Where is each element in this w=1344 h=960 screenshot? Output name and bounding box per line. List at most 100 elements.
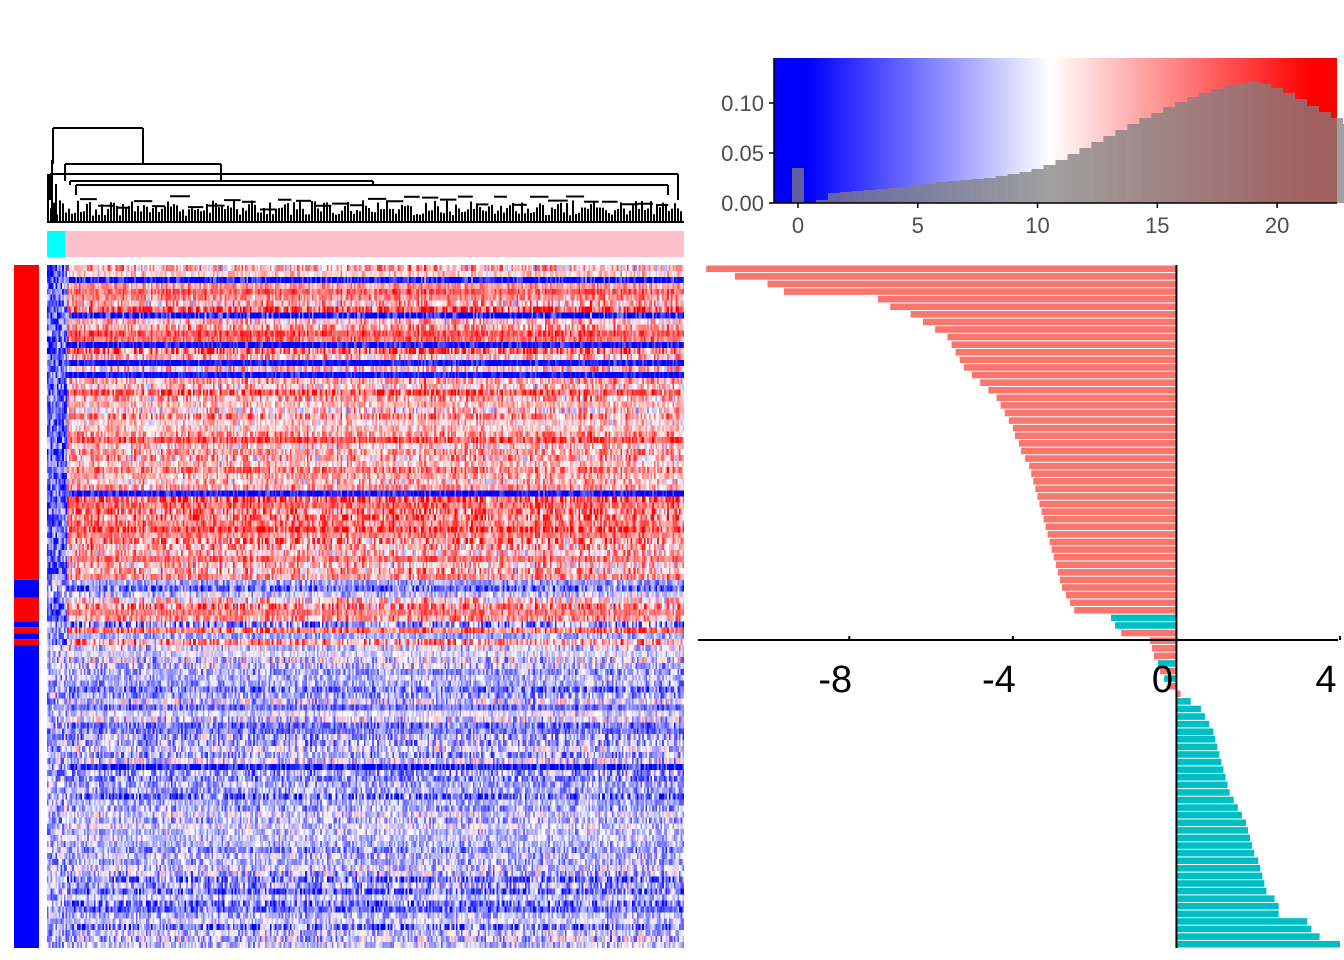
fold-change-bar [1031, 470, 1177, 477]
fold-change-bar [1176, 865, 1261, 872]
row-annotation-segment [14, 645, 39, 948]
fold-change-bar [1053, 553, 1177, 561]
histogram-bar [899, 187, 912, 203]
fold-change-bar [1176, 705, 1201, 713]
histogram-bar [827, 193, 840, 203]
histogram-bar [1211, 89, 1224, 203]
fold-change-bar [1176, 736, 1216, 743]
fold-change-bar [1004, 409, 1177, 417]
bar-chart-x-tick-label: -8 [818, 659, 852, 701]
fold-change-bar [1111, 614, 1177, 622]
fold-change-bar [1176, 895, 1275, 902]
color-key-histogram: 0 5 10 15 20 0.00 0.05 0.10 [721, 58, 1344, 238]
histogram-x-tick-label: 15 [1145, 213, 1169, 238]
fold-change-bar [1041, 508, 1177, 515]
fold-change-bar [1151, 644, 1177, 652]
row-annotation-bar [14, 265, 39, 948]
fold-change-bar [1176, 827, 1248, 834]
heatmap-cells [47, 265, 684, 948]
histogram-bar [1031, 169, 1044, 203]
fold-change-bar [1176, 720, 1210, 728]
histogram-bar [1139, 118, 1152, 203]
fold-change-bar [1176, 743, 1218, 751]
histogram-bar [1223, 86, 1236, 203]
fold-change-bar [1176, 880, 1265, 887]
fold-change-bar [1176, 902, 1279, 910]
fold-change-bar [1033, 477, 1177, 485]
fold-change-bar [1059, 576, 1177, 584]
histogram-bar [1283, 93, 1296, 203]
row-annotation-segment [14, 621, 39, 628]
fold-change-bar [877, 295, 1177, 303]
fold-change-bar [1176, 789, 1230, 796]
fold-change-bar [1045, 523, 1177, 531]
histogram-bar [1307, 106, 1320, 203]
fold-change-bar [947, 333, 1177, 341]
histogram-bar [911, 185, 924, 203]
histogram-bar [875, 189, 888, 203]
row-annotation-segment [14, 639, 39, 646]
fold-change-bar [971, 371, 1177, 379]
histogram-bar [1235, 84, 1248, 203]
histogram-bar [1163, 107, 1176, 203]
histogram-bar [947, 181, 960, 203]
row-annotation-segment [14, 597, 39, 622]
histogram-bar [1259, 84, 1272, 203]
fold-change-bar [1176, 933, 1320, 940]
histogram-y-tick-label: 0.00 [721, 191, 764, 216]
fold-change-bar [1176, 857, 1259, 865]
fold-change-bar [1176, 925, 1312, 933]
histogram-bar [923, 184, 936, 203]
histogram-bar [1271, 88, 1284, 203]
heatmap-grid [47, 265, 684, 948]
fold-change-bar [1176, 713, 1206, 720]
column-annotation-bar [47, 231, 685, 257]
fold-change-bar [1176, 773, 1226, 781]
bar-chart-x-tick-label: 0 [1152, 659, 1173, 701]
histogram-bar [1127, 124, 1140, 203]
fold-change-bar [1176, 819, 1246, 827]
fold-change-bar [955, 348, 1177, 356]
fold-change-bar [1176, 940, 1340, 948]
histogram-x-tick-label: 0 [792, 213, 804, 238]
fold-change-bar [1074, 607, 1177, 614]
fold-change-bar [1176, 872, 1263, 880]
fold-change-bar [1043, 515, 1177, 523]
fold-change-bar [1047, 531, 1177, 538]
fold-change-bar [1037, 493, 1177, 500]
fold-change-bar [1012, 424, 1177, 432]
histogram-bar [935, 182, 948, 203]
fold-change-bar [1176, 910, 1279, 918]
fold-change-bar [1176, 781, 1228, 789]
fold-change-bar [1176, 796, 1234, 804]
bar-chart-x-tick-label: 4 [1315, 659, 1336, 701]
histogram-bar [1331, 118, 1343, 203]
fold-change-bar [1057, 569, 1177, 576]
column-dendrogram [47, 127, 684, 223]
fold-change-bar [1055, 561, 1177, 569]
fold-change-bar [1176, 751, 1220, 758]
fold-change-bar [1153, 652, 1177, 660]
fold-change-bar [1115, 622, 1177, 629]
histogram-bar [839, 192, 852, 203]
fold-change-bar [1014, 432, 1177, 440]
row-annotation-segment [14, 633, 39, 640]
fold-change-bar [1051, 546, 1177, 553]
fold-change-bar [1168, 682, 1177, 690]
fold-change-bar [734, 273, 1177, 280]
fold-change-bar [1176, 698, 1191, 705]
fold-change-bar [1070, 599, 1177, 606]
histogram-bar [1342, 124, 1344, 203]
histogram-bar [1043, 165, 1056, 203]
fold-change-bar [1035, 485, 1177, 493]
fold-change-bar [1029, 462, 1177, 470]
fold-change-bar [1164, 675, 1177, 682]
histogram-bar [1295, 99, 1308, 203]
fold-change-bar [1039, 500, 1177, 508]
histogram-bar [851, 191, 864, 203]
histogram-bar [1199, 93, 1212, 203]
fold-change-bar [1176, 728, 1214, 736]
fold-change-bar [1176, 918, 1308, 925]
histogram-bar [1079, 148, 1092, 203]
